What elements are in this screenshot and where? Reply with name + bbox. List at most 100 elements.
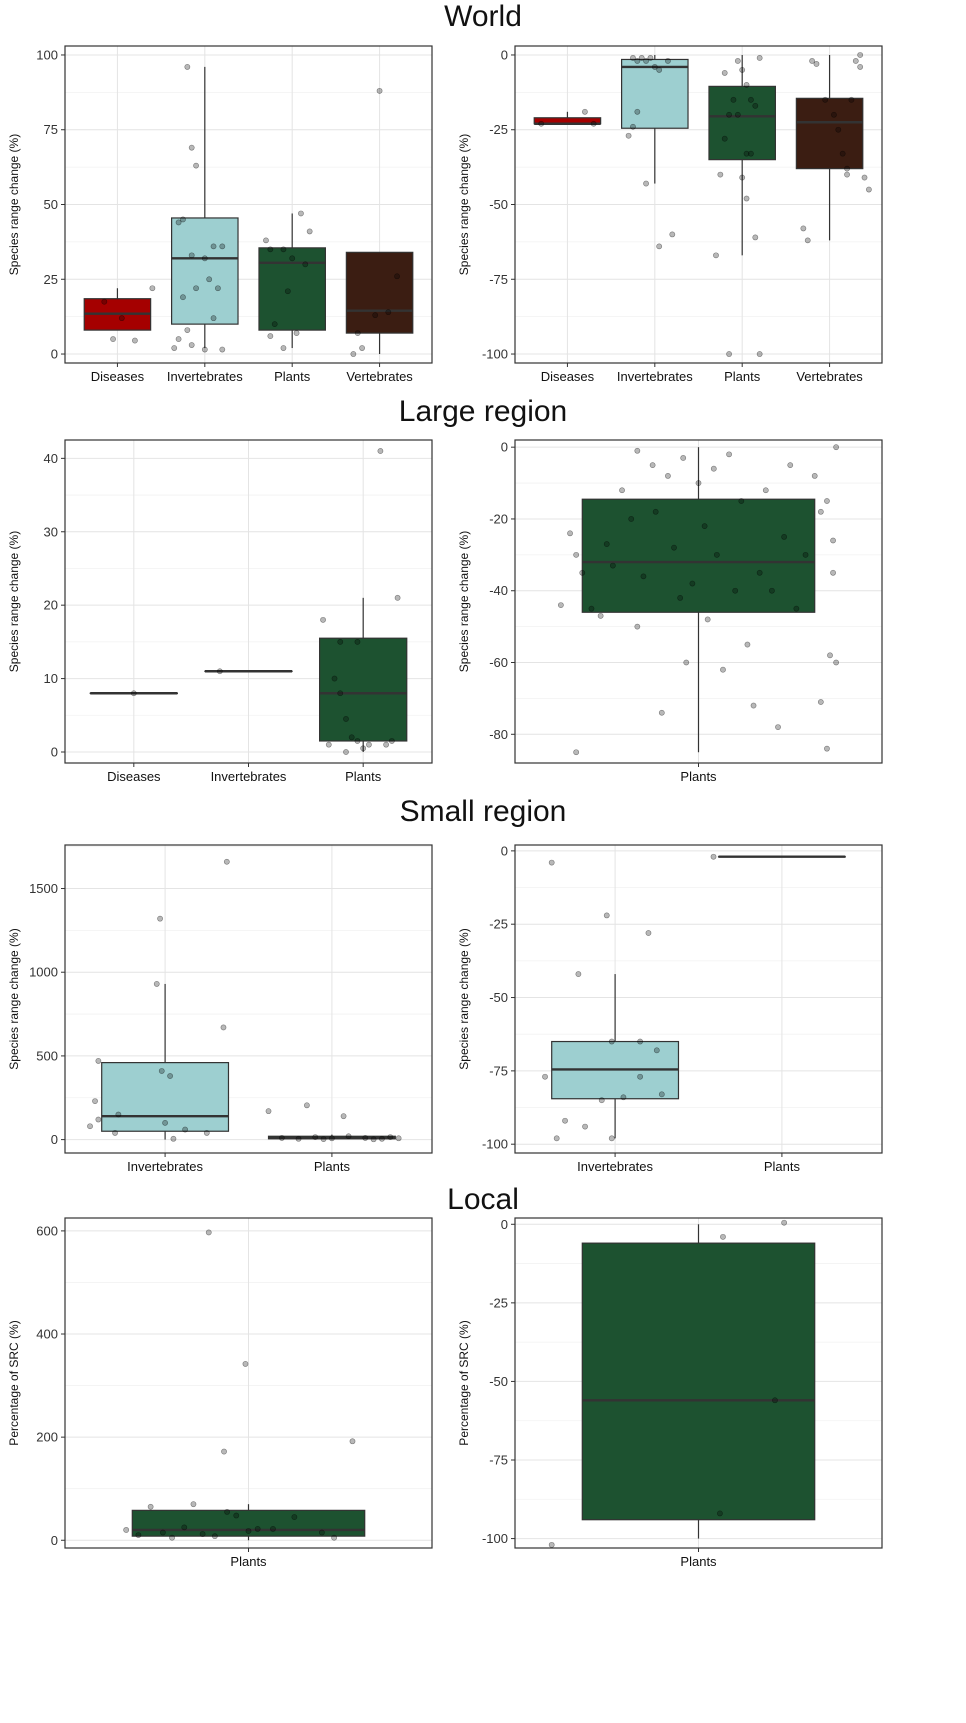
data-point (730, 96, 737, 103)
data-point (180, 294, 186, 301)
data-point (651, 64, 658, 70)
data-point (833, 659, 840, 666)
section-title-small-region: Small region (399, 795, 567, 828)
data-point (354, 638, 361, 645)
data-point (717, 1510, 723, 1517)
y-tick-label: 0 (51, 1533, 58, 1548)
data-point (354, 738, 361, 744)
plot-border (514, 1217, 883, 1549)
data-point (182, 1126, 189, 1133)
data-point (170, 1135, 177, 1142)
data-point (87, 1123, 93, 1130)
data-point (734, 111, 741, 118)
data-point (298, 210, 304, 217)
data-point (656, 67, 663, 73)
y-tick-label: -80 (489, 727, 508, 742)
y-axis-label: Species range change (%) (7, 134, 21, 275)
data-point (331, 1534, 338, 1541)
data-point (210, 315, 217, 322)
data-point (665, 58, 671, 64)
x-tick-label-diseases: Diseases (107, 769, 161, 784)
y-tick-label: -25 (489, 1295, 508, 1310)
data-point (734, 58, 741, 64)
y-axis-label: Species range change (%) (457, 134, 471, 275)
x-tick-label-plants: Plants (680, 769, 717, 784)
data-point (748, 96, 754, 103)
data-point (634, 447, 641, 454)
box-plants (123, 1229, 366, 1541)
data-point (781, 534, 788, 540)
data-point (206, 276, 213, 283)
y-tick-label: 600 (36, 1223, 58, 1238)
data-point (756, 55, 763, 61)
data-point (224, 1509, 230, 1515)
x-tick-label-diseases: Diseases (541, 369, 595, 384)
data-point (199, 1531, 206, 1537)
data-point (167, 1073, 173, 1079)
data-point (376, 87, 383, 94)
box-body (795, 97, 864, 170)
box-body (258, 247, 326, 331)
y-tick-label: 0 (501, 843, 508, 858)
plot-border (64, 844, 433, 1154)
data-point (625, 132, 632, 139)
data-point (857, 52, 864, 58)
data-point (201, 346, 208, 353)
x-tick-label-plants: Plants (680, 1554, 717, 1569)
chart-local-right: 0 -25 -50 -75 -100 Plants Percentage of SRC (%… (450, 1213, 890, 1581)
data-point (135, 1532, 142, 1539)
data-point (267, 246, 274, 253)
x-tick-label-plants: Plants (314, 1159, 351, 1174)
data-point (793, 605, 800, 612)
data-point (732, 587, 739, 594)
data-point (280, 345, 287, 351)
data-point (184, 327, 191, 334)
data-point (92, 1098, 98, 1105)
data-point (265, 1108, 272, 1115)
data-point (865, 186, 872, 193)
data-point (331, 675, 338, 682)
data-point (205, 1229, 212, 1236)
data-point (132, 337, 138, 344)
data-point (775, 724, 781, 731)
data-point (340, 1113, 347, 1120)
data-point (221, 1448, 227, 1455)
data-point (362, 1135, 369, 1141)
x-tick-label-plants: Plants (724, 369, 761, 384)
y-axis-label: Percentage of SRC (%) (457, 1320, 471, 1445)
data-point (752, 102, 759, 109)
data-point (817, 699, 824, 705)
data-point (388, 738, 395, 744)
y-axis-label: Percentage of SRC (%) (7, 1320, 21, 1445)
data-point (372, 312, 379, 319)
data-point (652, 508, 659, 515)
box-vertebrates (795, 52, 872, 244)
data-point (169, 1534, 175, 1541)
data-point (562, 1117, 568, 1124)
data-point (345, 1133, 352, 1140)
data-point (582, 108, 588, 115)
box-diseases (533, 108, 602, 127)
data-point (295, 1135, 302, 1142)
data-point (720, 1233, 726, 1240)
data-point (603, 912, 610, 919)
data-point (653, 1047, 660, 1054)
data-point (817, 508, 824, 515)
data-point (223, 858, 230, 865)
y-tick-label: 0 (51, 1132, 58, 1147)
data-point (750, 702, 757, 709)
data-point (210, 243, 217, 250)
y-tick-label: -100 (482, 1137, 508, 1152)
data-point (680, 455, 687, 461)
box-body (708, 85, 776, 161)
chart-large-region-left: 0 10 20 30 40 Diseases Invertebrates Plants Spec… (0, 435, 440, 795)
data-point (720, 666, 726, 673)
data-point (190, 1501, 197, 1508)
box-invertebrates (87, 858, 230, 1142)
box-body (621, 58, 689, 129)
chart-world-right: 0 -25 -50 -75 -100 Diseases Invertebrates Plant… (450, 40, 890, 395)
y-tick-label: 0 (51, 347, 58, 362)
data-point (162, 1119, 168, 1126)
data-point (245, 1528, 252, 1534)
data-point (630, 55, 636, 61)
